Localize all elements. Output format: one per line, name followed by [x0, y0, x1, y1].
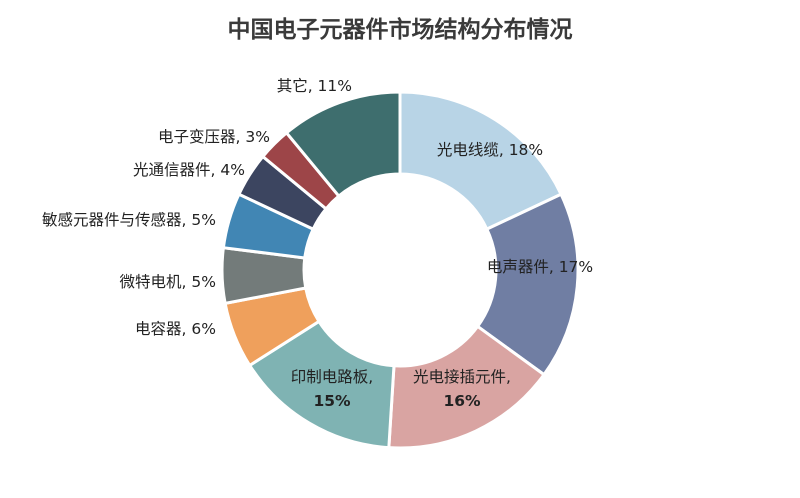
- pie-slice-3: [387, 324, 547, 450]
- chart-title: 中国电子元器件市场结构分布情况: [227, 17, 573, 43]
- data-label-10: 其它, 11%: [277, 77, 352, 95]
- data-label-1: 光电线缆, 18%: [437, 141, 543, 159]
- data-label-5: 电容器, 6%: [135, 320, 216, 338]
- pie-slice-2: [475, 192, 580, 377]
- pie-slice-10: [284, 90, 402, 199]
- data-label-8: 光通信器件, 4%: [133, 161, 245, 179]
- data-label-3: 光电接插元件, 16%: [413, 368, 511, 410]
- data-label-6: 微特电机, 5%: [120, 273, 216, 291]
- pie-slice-1: [398, 90, 564, 232]
- data-label-9: 电子变压器, 3%: [158, 128, 270, 146]
- data-label-7: 敏感元器件与传感器, 5%: [42, 211, 216, 229]
- data-label-2: 电声器件, 17%: [487, 258, 593, 276]
- data-label-4: 印制电路板, 15%: [291, 368, 373, 410]
